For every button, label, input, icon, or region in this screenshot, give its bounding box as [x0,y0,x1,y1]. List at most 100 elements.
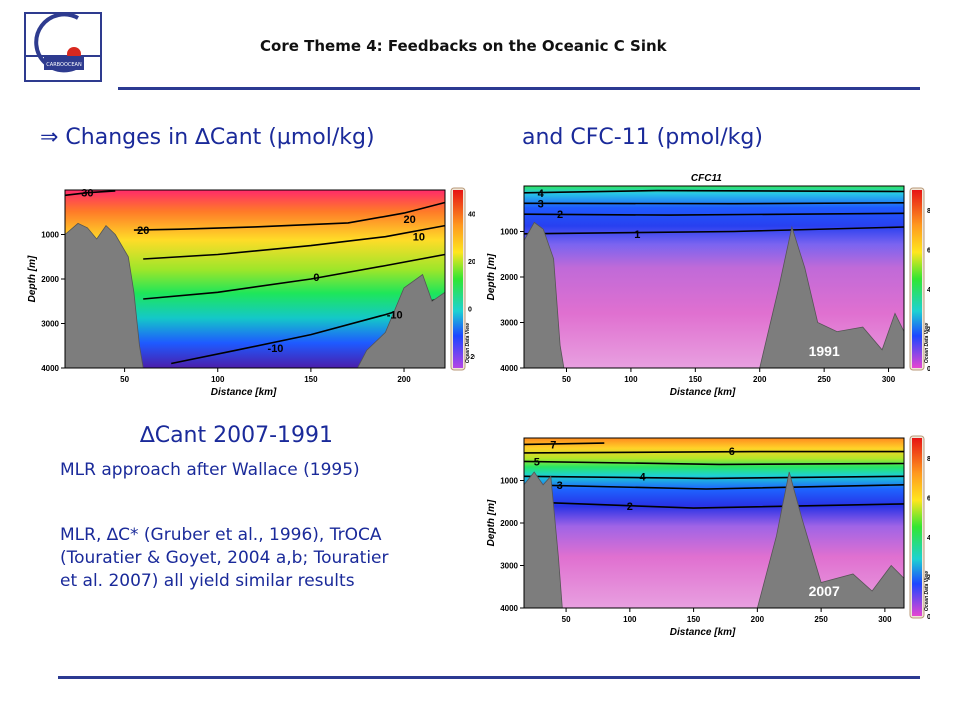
watermark: Ocean Data View [465,322,471,363]
y-axis-label: Depth [m] [487,253,497,300]
logo-graphic: CARBOOCEAN [22,12,100,73]
contour-label: 2 [557,209,563,221]
y-tick-label: 2000 [41,275,59,284]
x-tick-label: 50 [562,615,571,624]
colorbar-tick-label: 4 [927,535,930,542]
contour-line [523,226,905,235]
x-tick-label: 150 [304,375,318,384]
contour-line [143,224,446,260]
x-tick-label: 100 [211,375,225,384]
contour-line [523,484,905,490]
contour-label: -10 [387,310,403,322]
bathymetry [523,221,905,369]
heading-dcant: ⇒ Changes in ∆Cant (µmol/kg) [40,125,375,150]
contour-label: 1 [634,229,640,241]
contour-line [523,450,904,454]
colorbar-tick-label: 0 [927,614,930,621]
y-tick-label: 3000 [500,562,518,571]
contour-label: 20 [137,225,149,237]
contour-label: 3 [557,480,563,492]
colorbar-tick-label: 4 [927,287,930,294]
chart-cfc11-2007: 7 6 5 4 3 2 1000 2000 3000 4000 50 100 150 200 250 300 D… [487,435,930,638]
bathymetry [523,471,905,609]
colorbar [912,190,922,368]
contour-label: 4 [538,188,545,200]
x-tick-label: 200 [397,375,411,384]
x-tick-label: 300 [882,375,896,384]
y-tick-label: 2000 [500,519,518,528]
colorbar-tick-label: 0 [468,307,472,314]
contour-line [64,190,116,197]
contour-line [143,253,446,300]
x-tick-label: 100 [623,615,637,624]
y-tick-label: 4000 [500,604,518,613]
contour-line [523,501,905,509]
y-tick-label: 4000 [500,364,518,373]
colorbar-tick-label: 6 [927,495,930,502]
contour-line [523,189,905,194]
x-tick-label: 250 [814,615,828,624]
x-tick-label: 250 [817,375,831,384]
colorbar-tick-label: 6 [927,247,930,254]
contour-line [523,212,905,216]
y-tick-label: 1000 [41,231,59,240]
x-tick-label: 150 [687,615,701,624]
x-axis-label: Distance [km] [211,387,277,398]
y-axis-label: Depth [m] [487,499,497,546]
colorbar-tick-label: 2 [927,574,930,581]
logo-text: CARBOOCEAN [46,62,82,68]
footer-rule [58,676,920,679]
year-label: 1991 [809,343,840,359]
colorbar-tick-label: 8 [927,456,930,463]
carboocean-logo: CARBOOCEAN [22,12,102,82]
colorbar-tick-label: -20 [468,354,475,361]
x-tick-label: 100 [624,375,638,384]
y-tick-label: 1000 [500,477,518,486]
y-axis-label: Depth [m] [27,255,38,302]
colorbar-tick-label: 2 [927,326,930,333]
watermark: Ocean Data View [924,570,930,611]
y-tick-label: 3000 [500,319,518,328]
colorbar [912,438,922,616]
contour-label: 7 [550,439,556,451]
watermark: Ocean Data View [924,322,930,363]
contour-line [133,201,446,231]
dcant-subtitle: ∆Cant 2007-1991 [140,423,334,448]
colorbar-tick-label: 40 [468,212,475,219]
colorbar-tick-label: 0 [927,366,930,373]
x-tick-label: 200 [753,375,767,384]
y-tick-label: 4000 [41,364,59,373]
contour-line [523,202,905,205]
contour-label: 5 [534,456,540,468]
methods-paragraph: MLR, ∆C* (Gruber et al., 1996), TrOCA (T… [60,524,389,593]
x-tick-label: 50 [120,375,129,384]
contour-label: 6 [729,446,735,458]
contour-label: 3 [538,198,544,210]
x-axis-label: Distance [km] [670,627,736,638]
x-tick-label: 200 [751,615,765,624]
x-tick-label: 150 [689,375,703,384]
x-tick-label: 300 [878,615,892,624]
y-tick-label: 1000 [500,228,518,237]
bathymetry [64,222,446,369]
x-tick-label: 50 [562,375,571,384]
contour-label: 4 [640,471,647,483]
page-title: Core Theme 4: Feedbacks on the Oceanic C… [260,37,667,55]
x-axis-label: Distance [km] [670,387,736,398]
paragraph-line: (Touratier & Goyet, 2004 a,b; Touratier [60,548,389,568]
y-tick-label: 3000 [41,320,59,329]
method-note: MLR approach after Wallace (1995) [60,460,360,480]
paragraph-line: MLR, ∆C* (Gruber et al., 1996), TrOCA [60,525,382,545]
contour-label: 20 [403,214,415,226]
header-rule [118,87,920,90]
contour-label: -10 [268,343,284,355]
contour-label: 2 [627,501,633,513]
contour-label: 0 [313,272,319,284]
colorbar-tick-label: 20 [468,259,475,266]
contour-label: 30 [81,188,93,200]
y-tick-label: 2000 [500,273,518,282]
contour-line [523,460,905,466]
colorbar [453,190,463,368]
